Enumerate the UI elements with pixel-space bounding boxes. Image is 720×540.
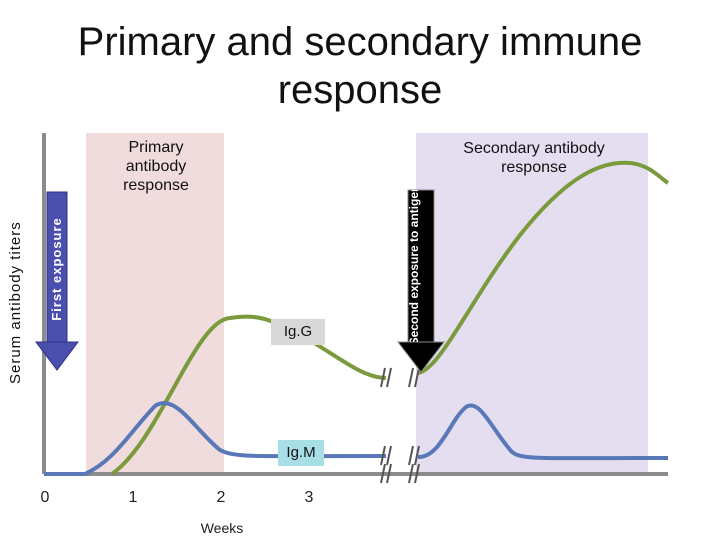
primary-response-label: Primary antibody response xyxy=(123,139,189,194)
x-tick-0: 0 xyxy=(40,489,50,506)
axis-break-marks xyxy=(380,367,420,484)
x-tick-1: 1 xyxy=(128,489,138,506)
second-exposure-arrow xyxy=(396,189,446,373)
second-exposure-label-clip: Second exposure to antigen xyxy=(408,190,434,342)
igg-curve-primary xyxy=(110,314,387,476)
x-axis-label: Weeks xyxy=(200,520,244,536)
x-tick-3: 3 xyxy=(304,489,314,506)
first-exposure-label: First exposure xyxy=(49,217,64,321)
x-tick-2: 2 xyxy=(216,489,226,506)
secondary-response-label: Secondary antibody response xyxy=(463,140,605,176)
igg-curve-secondary xyxy=(417,160,670,375)
igm-curve-primary xyxy=(44,401,387,476)
page-title: Primary and secondary immune response xyxy=(77,20,643,112)
secondary-response-band xyxy=(416,133,648,474)
y-axis-label: Serum antibody titers xyxy=(7,221,24,384)
igm-curve-secondary xyxy=(417,403,669,461)
first-exposure-arrow xyxy=(35,191,79,371)
second-exposure-label: Second exposure to antigen xyxy=(408,190,421,342)
igg-tag: Ig.G xyxy=(271,319,325,345)
igm-tag: Ig.M xyxy=(278,440,324,466)
